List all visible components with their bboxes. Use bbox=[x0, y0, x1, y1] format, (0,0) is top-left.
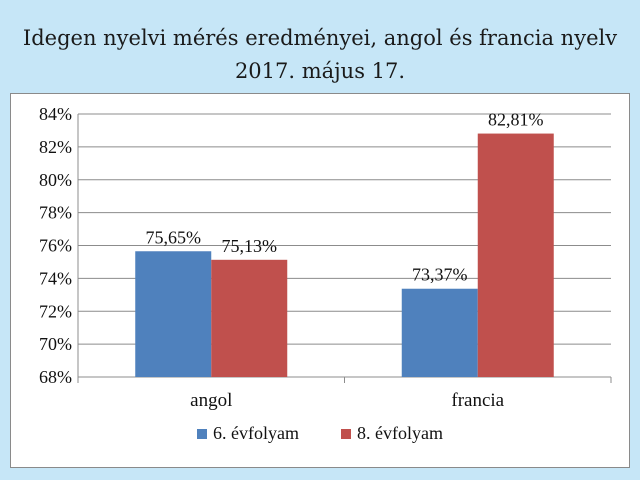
y-tick-label: 76% bbox=[39, 236, 72, 256]
data-label: 73,37% bbox=[412, 265, 468, 285]
data-label: 75,13% bbox=[222, 236, 278, 256]
y-tick-label: 80% bbox=[39, 170, 72, 190]
y-tick-label: 68% bbox=[39, 367, 72, 387]
chart-panel: 68% 70% 72% 74% 76% 78% 80% 82% 84% 75,65% 75,13% a… bbox=[10, 93, 630, 468]
legend-label: 6. évfolyam bbox=[213, 423, 299, 443]
y-tick-label: 74% bbox=[39, 268, 72, 288]
x-tick-label: francia bbox=[451, 390, 504, 411]
y-tick-label: 70% bbox=[39, 334, 72, 354]
data-label: 82,81% bbox=[488, 110, 544, 130]
bar-francia-1 bbox=[401, 288, 478, 377]
chart-title-line-1: Idegen nyelvi mérés eredményei, angol és… bbox=[22, 26, 618, 50]
bar-francia-2 bbox=[477, 133, 554, 377]
legend-swatch bbox=[197, 429, 207, 439]
y-tick-label: 84% bbox=[39, 104, 72, 124]
y-tick-label: 72% bbox=[39, 301, 72, 321]
chart-title: Idegen nyelvi mérés eredményei, angol és… bbox=[0, 22, 640, 88]
legend-label: 8. évfolyam bbox=[357, 423, 443, 443]
bar-angol-1 bbox=[135, 251, 212, 377]
legend-swatch bbox=[341, 429, 351, 439]
bar-chart: 68% 70% 72% 74% 76% 78% 80% 82% 84% 75,65% 75,13% a… bbox=[39, 104, 612, 443]
chart-title-line-2: 2017. május 17. bbox=[234, 59, 406, 83]
y-tick-label: 82% bbox=[39, 137, 72, 157]
x-tick-label: angol bbox=[190, 390, 232, 411]
y-tick-label: 78% bbox=[39, 203, 72, 223]
data-label: 75,65% bbox=[146, 227, 202, 247]
bar-angol-2 bbox=[211, 259, 288, 377]
